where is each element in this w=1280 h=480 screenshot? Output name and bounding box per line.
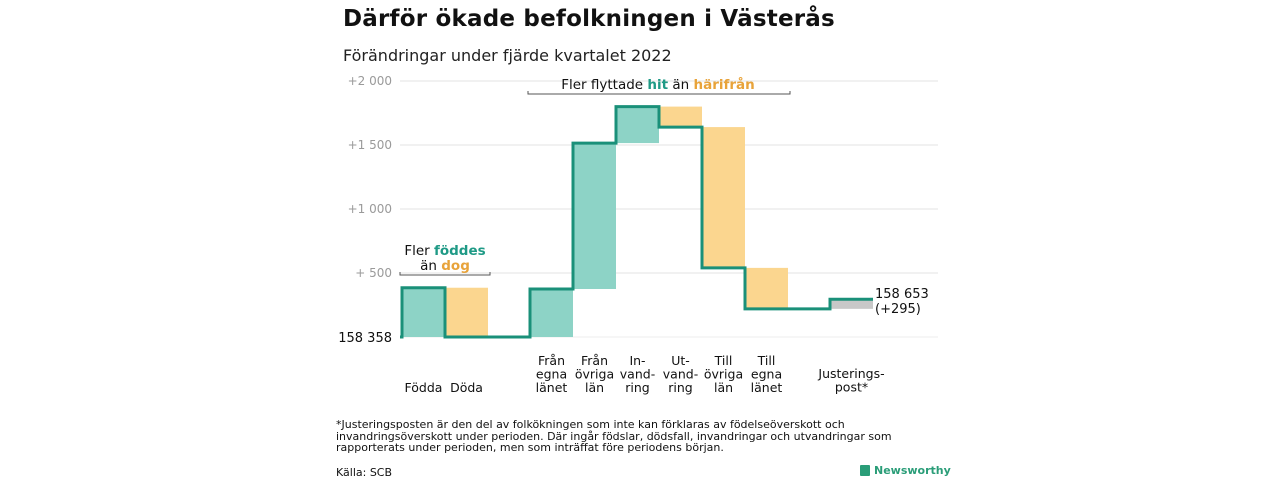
bar xyxy=(445,287,488,337)
bar xyxy=(745,267,788,309)
bar xyxy=(573,143,616,289)
running-total-path xyxy=(400,105,873,339)
bar xyxy=(402,287,445,337)
newsworthy-logo: Newsworthy xyxy=(860,464,951,477)
running-total-line: 158 653(+295) xyxy=(400,105,929,339)
newsworthy-logo-icon xyxy=(860,465,870,476)
annotation-bracket xyxy=(399,272,491,276)
chart-subtitle: Förändringar under fjärde kvartalet 2022 xyxy=(343,46,672,65)
annotation-births: än dog xyxy=(420,258,470,274)
newsworthy-logo-text: Newsworthy xyxy=(874,464,951,477)
y-tick-label: +1 000 xyxy=(348,202,392,216)
chart-title: Därför ökade befolkningen i Västerås xyxy=(343,6,835,32)
x-tick-label: Födda xyxy=(405,380,443,395)
waterfall-chart: + 500 +1 000 +1 500 +2 000 158 358 158 653(+… xyxy=(338,74,938,395)
x-tick-label: Justerings-post* xyxy=(817,366,884,395)
x-tick-label: Från egna länet xyxy=(536,353,568,395)
start-value-label: 158 358 xyxy=(338,331,392,346)
bar xyxy=(659,106,702,128)
annotation-bracket xyxy=(527,91,791,95)
bar xyxy=(616,106,659,144)
bar xyxy=(530,289,573,337)
bars xyxy=(402,106,873,337)
footnote: *Justeringsposten är den del av folkökni… xyxy=(336,418,892,454)
y-tick-label: +2 000 xyxy=(348,74,392,88)
x-tick-label: Från övriga län xyxy=(575,353,614,395)
y-tick-label: + 500 xyxy=(355,266,392,280)
bar xyxy=(830,299,873,309)
y-tick-labels: + 500 +1 000 +1 500 +2 000 158 358 xyxy=(338,74,392,346)
x-tick-label: Döda xyxy=(450,380,483,395)
x-tick-label: Till egna länet xyxy=(751,353,783,395)
annotation-births: Fler föddes xyxy=(404,243,485,259)
y-tick-label: +1 500 xyxy=(348,138,392,152)
source-note: Källa: SCB xyxy=(336,466,393,479)
x-tick-label: In-vand-ring xyxy=(620,353,655,395)
annotation-migration: Fler flyttade hit än härifrån xyxy=(561,76,755,93)
end-value-label: 158 653 xyxy=(875,287,929,302)
x-tick-label: Till övriga län xyxy=(704,353,743,395)
x-tick-label: Ut-vand-ring xyxy=(663,353,698,395)
bar xyxy=(702,127,745,268)
end-change-label: (+295) xyxy=(875,302,921,317)
